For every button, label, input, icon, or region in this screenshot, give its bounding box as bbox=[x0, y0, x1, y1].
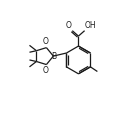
Text: O: O bbox=[43, 38, 49, 46]
Text: O: O bbox=[43, 66, 49, 75]
Text: O: O bbox=[66, 21, 72, 30]
Text: B: B bbox=[51, 52, 56, 61]
Text: OH: OH bbox=[85, 21, 97, 30]
